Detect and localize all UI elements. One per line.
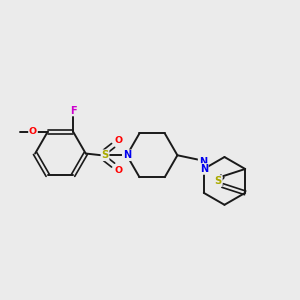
Text: N: N (199, 157, 207, 166)
Text: O: O (29, 127, 37, 136)
Text: O: O (114, 136, 122, 145)
Text: S: S (101, 150, 109, 160)
Text: S: S (214, 176, 222, 186)
Text: O: O (114, 166, 122, 175)
Text: N: N (123, 150, 131, 160)
Text: N: N (200, 164, 208, 174)
Text: F: F (70, 106, 76, 116)
